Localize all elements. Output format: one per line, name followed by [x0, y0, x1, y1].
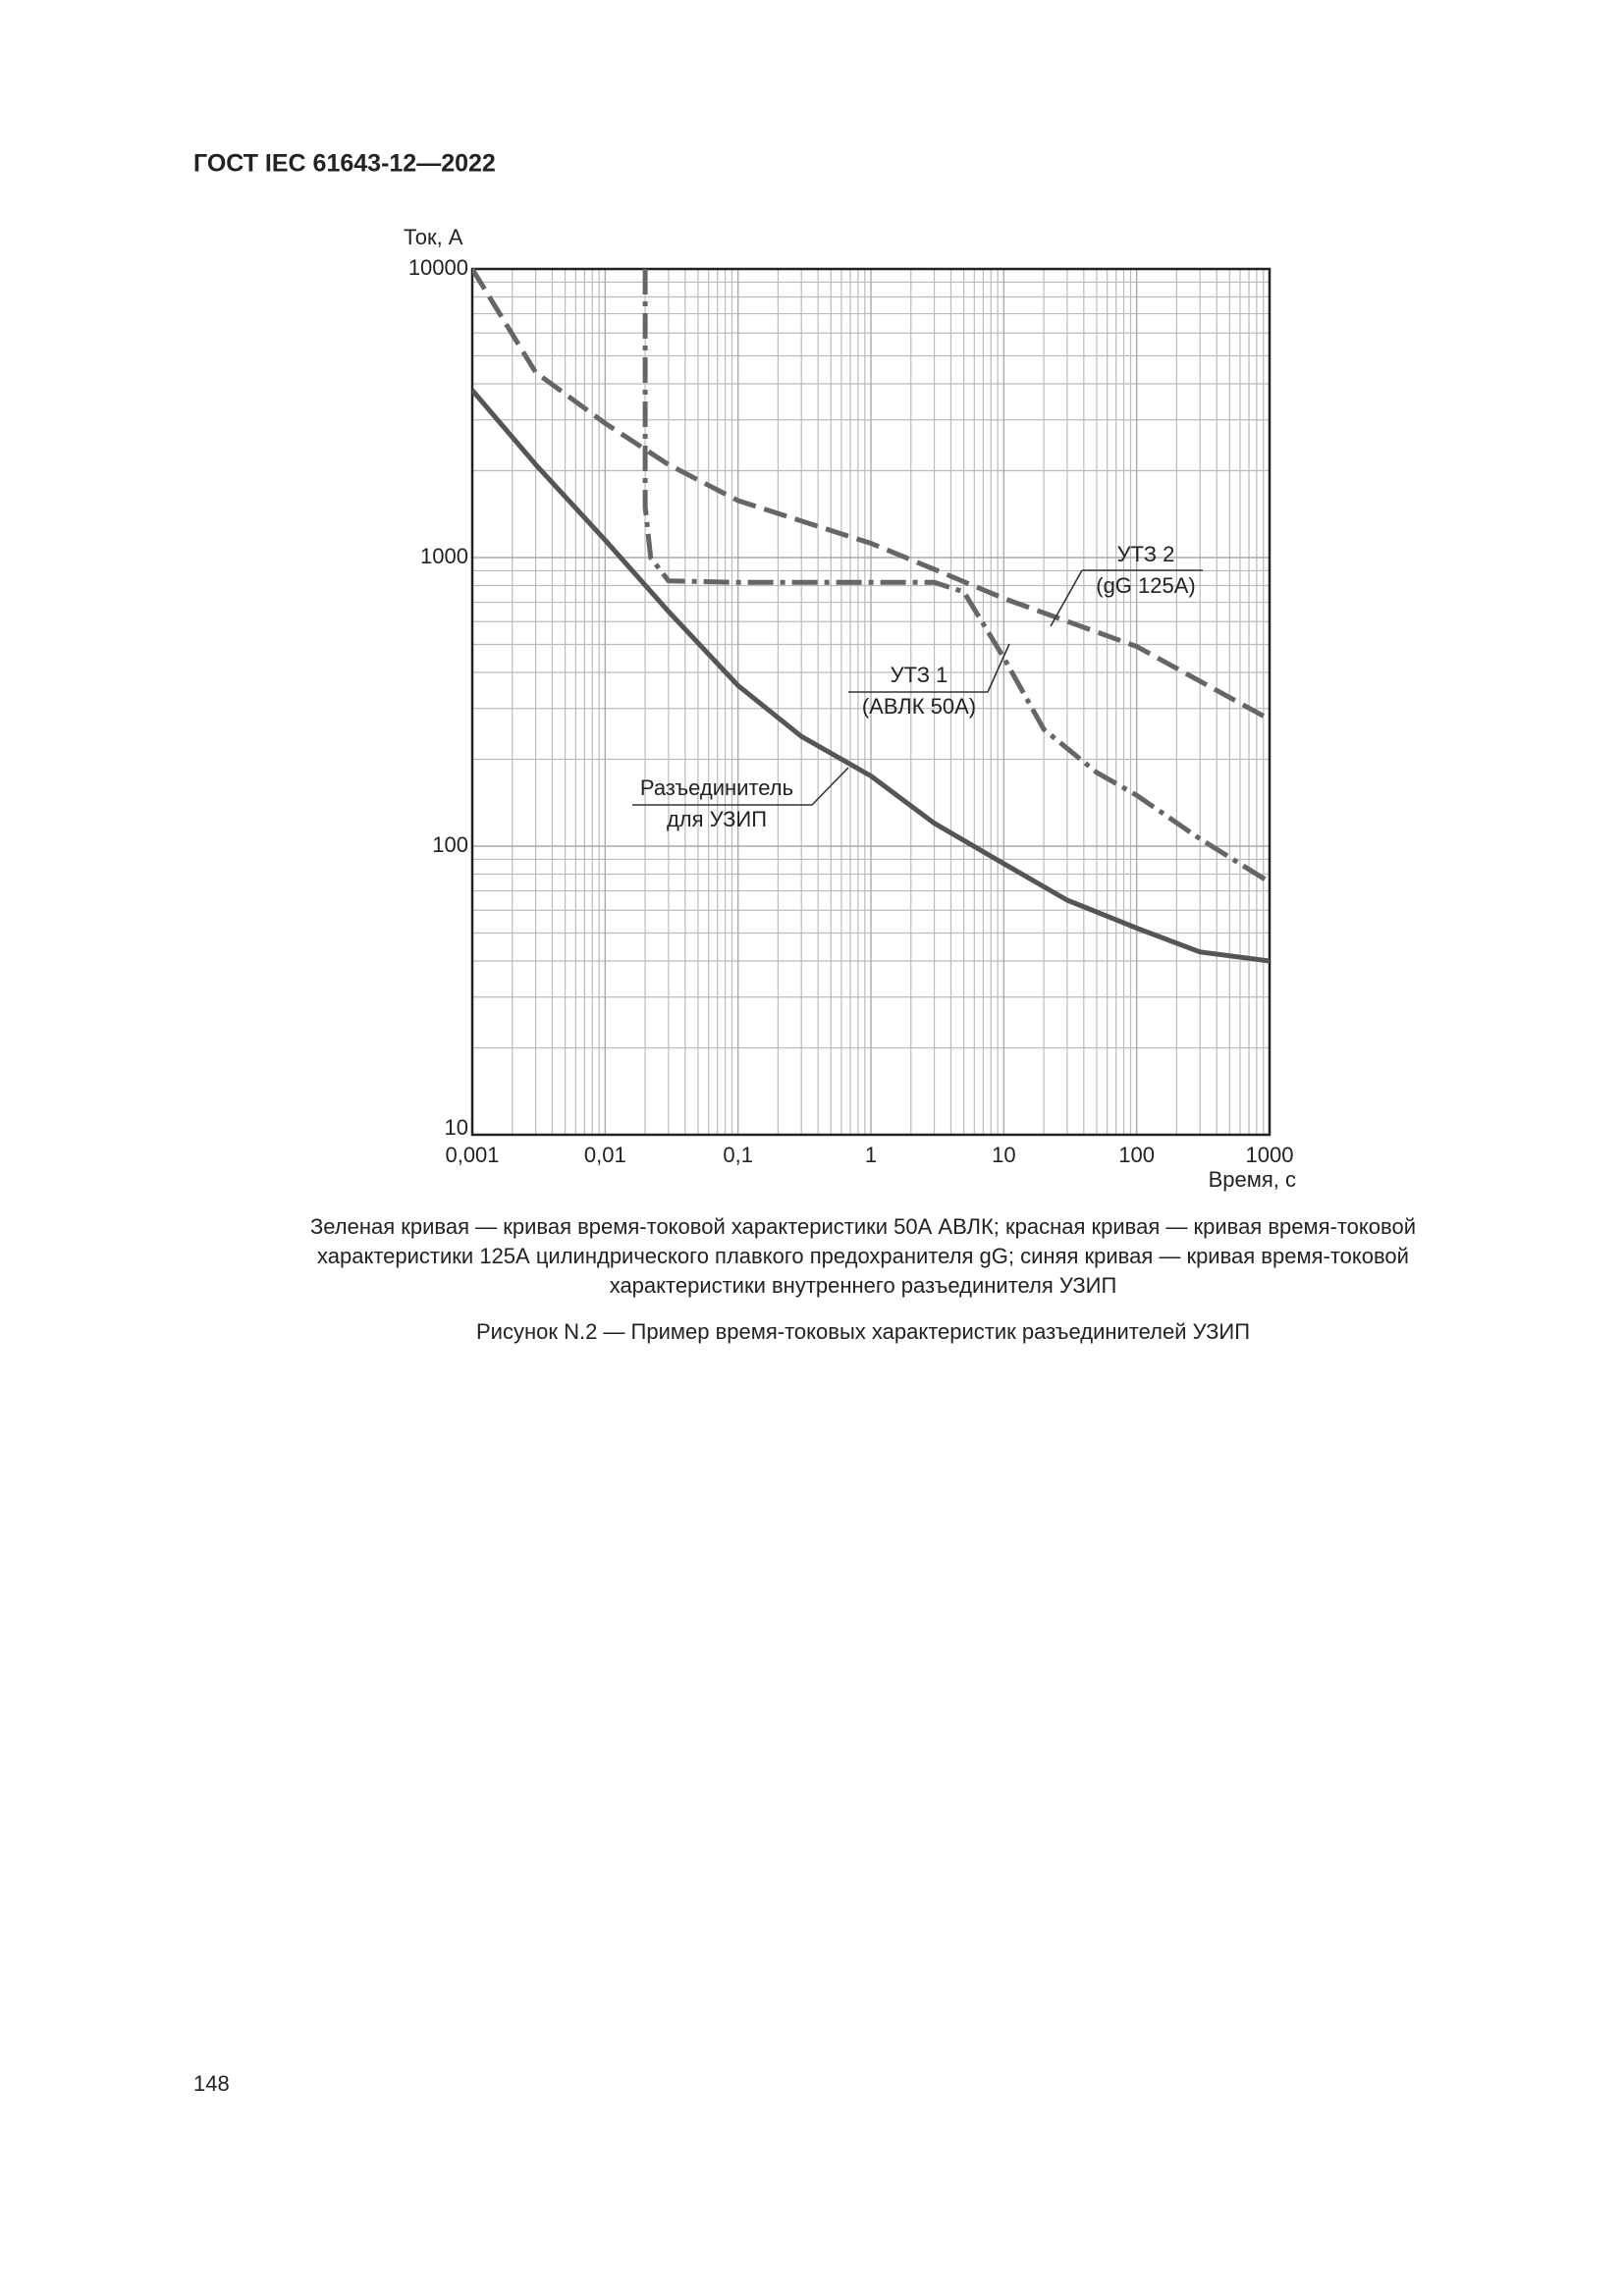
- annotation-leader: [811, 767, 849, 806]
- x-tick-label: 1000: [1246, 1143, 1294, 1167]
- page-number: 148: [193, 2071, 230, 2096]
- annotation-text: Разъединитель: [640, 775, 793, 800]
- curve: [642, 269, 1270, 884]
- x-tick-label: 0,001: [445, 1143, 499, 1167]
- y-tick-label: 10: [445, 1115, 468, 1140]
- annotation-leader: [1050, 569, 1083, 627]
- x-axis-label: Время, с: [1209, 1167, 1296, 1192]
- x-tick-label: 1: [865, 1143, 877, 1167]
- header-title: ГОСТ IEC 61643-12—2022: [193, 150, 496, 178]
- y-tick-label: 10000: [408, 255, 468, 280]
- annotation-text: (АВЛК 50А): [862, 694, 976, 719]
- x-tick-label: 0,1: [723, 1143, 753, 1167]
- caption-line: характеристики внутреннего разъединителя…: [610, 1273, 1117, 1298]
- annotation-text: для УЗИП: [667, 807, 767, 831]
- caption-line: Зеленая кривая — кривая время-токовой ха…: [310, 1214, 1416, 1239]
- y-tick-label: 1000: [420, 544, 468, 568]
- chart: 0,001 0,01 0,1 1 10 100 1000 10 100 1000 10000: [408, 255, 1294, 1167]
- annotation-text: УТЗ 1: [891, 663, 948, 687]
- annotation-text: УТЗ 2: [1117, 542, 1175, 566]
- annotation-text: (gG 125A): [1096, 573, 1196, 598]
- annotation-leader: [987, 643, 1010, 693]
- x-tick-label: 0,01: [584, 1143, 626, 1167]
- y-axis-label: Ток, А: [404, 225, 463, 249]
- curve: [472, 267, 1270, 721]
- y-tick-label: 100: [432, 832, 468, 857]
- caption-line: характеристики 125А цилиндрического плав…: [317, 1244, 1409, 1268]
- plot-frame: [470, 267, 1272, 1137]
- figure-title: Рисунок N.2 — Пример время-токовых харак…: [476, 1319, 1250, 1344]
- curve: [472, 388, 1270, 964]
- x-tick-label: 10: [992, 1143, 1015, 1167]
- x-tick-label: 100: [1118, 1143, 1155, 1167]
